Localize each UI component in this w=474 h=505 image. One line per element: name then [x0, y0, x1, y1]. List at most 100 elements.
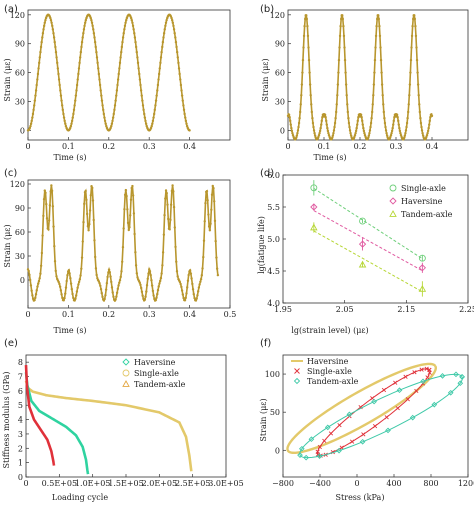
- ylabel-f: Strain (με): [259, 398, 268, 441]
- waveform-point: [43, 21, 46, 24]
- waveform-point: [62, 112, 65, 116]
- y-tick-label: 2: [18, 444, 23, 453]
- waveform-point: [347, 121, 351, 125]
- waveform-point: [184, 119, 188, 123]
- waveform-point: [63, 296, 66, 300]
- data-point: [361, 432, 366, 437]
- y-tick-label: 90: [15, 40, 25, 49]
- waveform-point: [308, 71, 311, 74]
- waveform-point: [214, 239, 217, 243]
- x-tick-label: 1.0E+05: [75, 479, 110, 488]
- waveform-point: [176, 275, 179, 278]
- x-tick-label: 0.4: [183, 142, 196, 151]
- data-point: [336, 447, 342, 454]
- waveform-point: [380, 83, 384, 86]
- waveform-point: [44, 18, 47, 22]
- waveform-point: [134, 264, 138, 267]
- waveform-point: [338, 46, 341, 49]
- waveform-point: [175, 260, 178, 263]
- waveform-point: [34, 89, 38, 92]
- legend-label: Tandem-axle: [307, 377, 359, 386]
- waveform-point: [64, 124, 68, 128]
- waveform-point: [171, 184, 174, 187]
- waveform-point: [191, 282, 194, 286]
- data-point: [324, 424, 331, 431]
- waveform-point: [132, 212, 136, 215]
- waveform-point: [129, 16, 133, 20]
- waveform-point: [205, 189, 209, 193]
- waveform-point: [303, 17, 307, 21]
- waveform-point: [289, 123, 292, 126]
- waveform-point: [135, 272, 139, 275]
- waveform-point: [149, 273, 152, 277]
- waveform-point: [289, 119, 292, 123]
- y-tick-label: 90: [275, 40, 285, 49]
- waveform-point: [416, 83, 420, 86]
- y-tick-label: 60: [15, 228, 25, 237]
- waveform-point: [70, 122, 73, 125]
- waveform-point: [188, 129, 191, 132]
- waveform-point: [311, 121, 315, 125]
- data-point: [308, 436, 315, 443]
- waveform-point: [79, 56, 82, 59]
- panel-b: 0 0.1 0.2 0.3 0.4 0 30 60 90 120: [270, 9, 469, 151]
- waveform-point: [389, 133, 393, 137]
- waveform-point: [303, 24, 306, 28]
- waveform-point: [73, 104, 76, 107]
- waveform-point: [157, 285, 160, 288]
- waveform-point: [354, 129, 358, 133]
- waveform-point: [105, 281, 109, 285]
- waveform-point: [411, 24, 414, 28]
- waveform-point: [345, 94, 348, 97]
- waveform-point: [399, 131, 402, 135]
- waveform-point: [174, 40, 178, 44]
- waveform-point: [82, 32, 85, 35]
- waveform-point: [155, 296, 158, 299]
- waveform-point: [300, 94, 303, 97]
- y-tick-label: 4.0: [267, 299, 280, 308]
- ylabel-e: Stiffness modulus (GPa): [2, 371, 11, 468]
- waveform-point: [209, 222, 212, 225]
- waveform-point: [301, 58, 305, 62]
- waveform-point: [379, 46, 382, 49]
- waveform-point: [311, 116, 314, 120]
- waveform-point: [305, 17, 309, 21]
- waveform-point: [199, 280, 202, 284]
- waveform-point: [52, 32, 55, 35]
- y-tick-label: 30: [275, 97, 285, 106]
- waveform-point: [99, 287, 103, 291]
- waveform-point: [362, 129, 366, 133]
- waveform-point: [123, 208, 126, 211]
- waveform-point: [344, 71, 347, 74]
- waveform-line-b: [287, 14, 433, 141]
- waveform-point: [126, 221, 130, 225]
- waveform-point: [211, 184, 214, 188]
- waveform-point: [297, 125, 300, 129]
- waveform-point: [69, 124, 73, 128]
- waveform-point: [54, 45, 57, 49]
- waveform-point: [343, 46, 346, 49]
- waveform-point: [103, 116, 106, 119]
- waveform-point: [349, 132, 352, 135]
- data-point: [385, 427, 391, 434]
- y-tick-label: 120: [10, 180, 25, 189]
- waveform-point: [140, 290, 144, 293]
- x-tick-label: 0.4: [426, 142, 439, 151]
- waveform-point: [52, 225, 55, 228]
- waveform-point: [106, 275, 109, 279]
- legend-label: Single-axle: [401, 184, 446, 193]
- waveform-point: [85, 212, 89, 216]
- waveform-point: [125, 18, 128, 22]
- waveform-point: [181, 293, 185, 296]
- waveform-point: [336, 83, 340, 86]
- x-tick-label: 800: [423, 479, 438, 488]
- waveform-point: [404, 132, 407, 135]
- waveform-point: [298, 110, 302, 114]
- x-tick-label: 400: [386, 479, 401, 488]
- waveform-line-c: [27, 185, 219, 303]
- x-tick-label: 2.15: [397, 305, 415, 314]
- ylabel-d: lg(fatigue life): [257, 216, 266, 274]
- waveform-point: [77, 280, 81, 284]
